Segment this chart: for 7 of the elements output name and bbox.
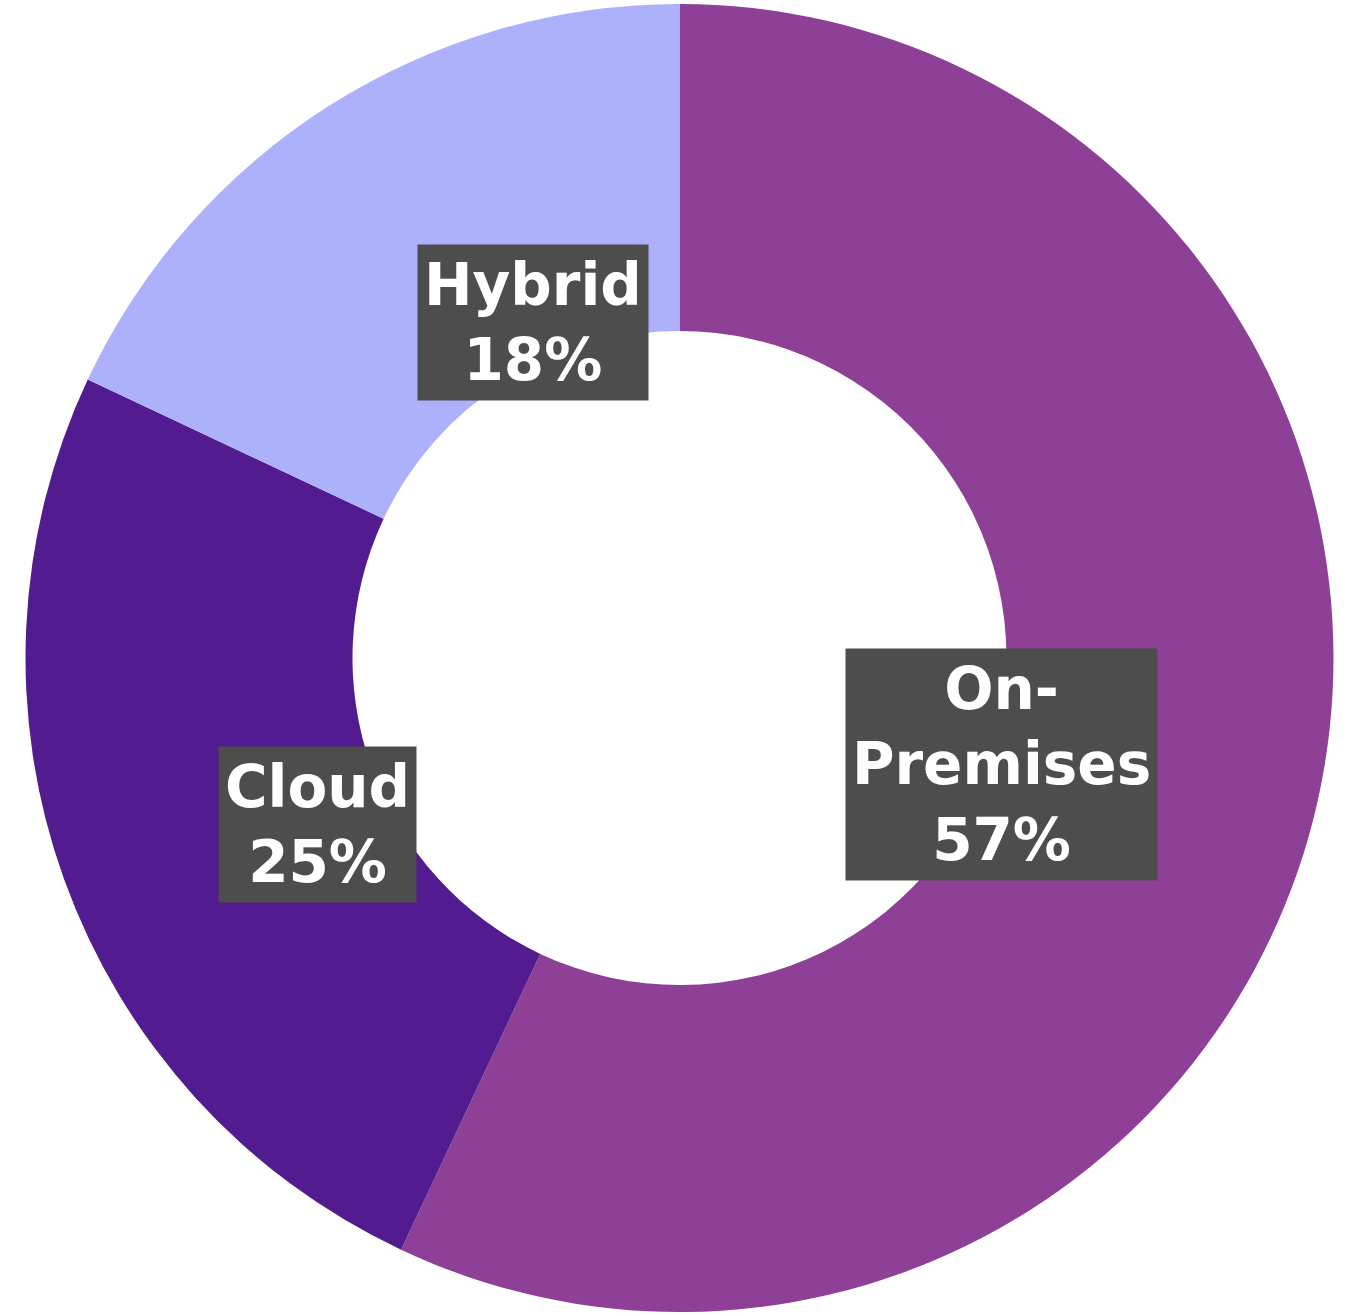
slice-label: Cloud xyxy=(225,753,411,821)
slice-label: On-Premises xyxy=(852,655,1152,799)
data-label: 25% xyxy=(248,828,387,897)
slice-label: Hybrid xyxy=(424,251,642,319)
data-label: 57% xyxy=(932,805,1071,874)
donut-slice xyxy=(26,379,541,1250)
data-label: 18% xyxy=(463,326,603,395)
